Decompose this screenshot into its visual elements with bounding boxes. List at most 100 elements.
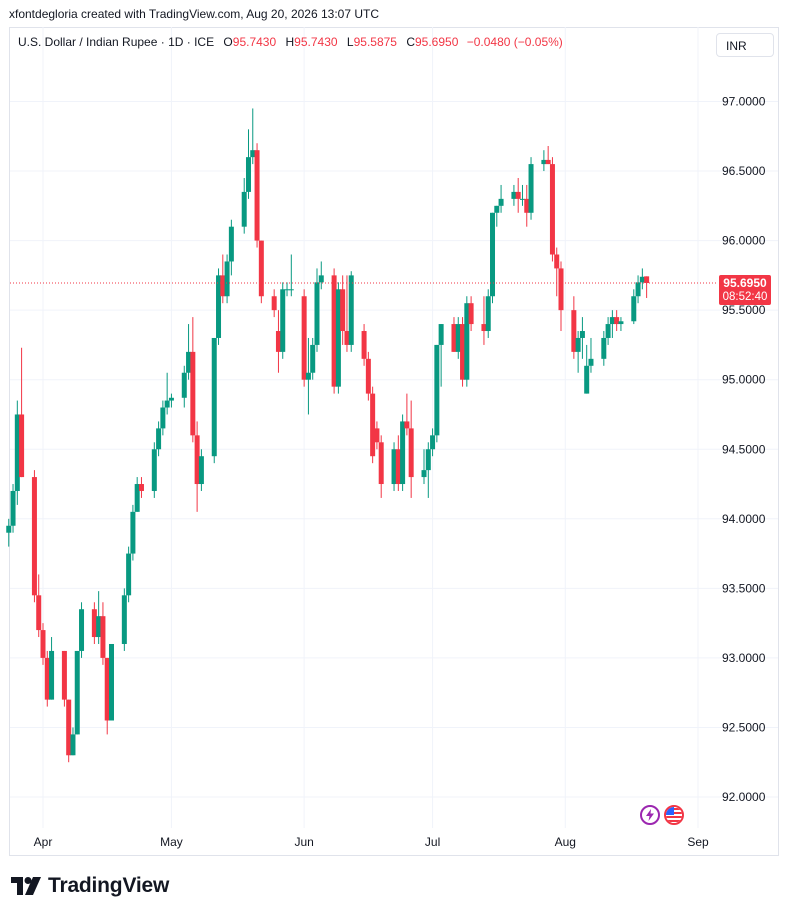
candle-down	[190, 317, 196, 443]
candle-body	[545, 159, 551, 165]
candle-body	[584, 365, 590, 394]
candle-up	[609, 310, 615, 338]
candle-up	[485, 289, 491, 338]
candle-down	[340, 275, 346, 345]
candle-up	[79, 602, 85, 658]
candle-body	[498, 198, 504, 206]
candle-down	[66, 699, 72, 763]
candle-body	[164, 400, 170, 408]
currency-button[interactable]: INR	[716, 33, 774, 57]
candle-up	[575, 331, 581, 373]
candle-down	[91, 602, 97, 644]
candle-up	[490, 212, 496, 304]
candle-up	[241, 178, 247, 234]
candle-body	[421, 470, 427, 478]
candle-body	[181, 372, 187, 398]
high-label: H	[285, 35, 295, 49]
candle-up	[511, 184, 517, 206]
candle-body	[438, 324, 444, 345]
candle-body	[288, 289, 294, 291]
candle-body	[528, 164, 534, 213]
candle-body	[49, 650, 55, 700]
us-flag-icon[interactable]	[664, 805, 684, 825]
candle-body	[519, 198, 525, 200]
candle-body	[490, 212, 496, 297]
candle-up	[305, 337, 311, 415]
candle-body	[108, 643, 114, 721]
candle-body	[395, 449, 401, 485]
candle-body	[618, 321, 624, 325]
candle-down	[104, 657, 110, 735]
candle-body	[511, 191, 517, 199]
candle-up	[181, 365, 187, 408]
candle-down	[344, 275, 350, 352]
last-price-value: 95.6950	[723, 276, 767, 290]
candle-body	[245, 157, 251, 192]
candle-body	[554, 254, 560, 269]
candle-body	[455, 324, 461, 352]
candle-body	[258, 240, 264, 297]
candle-up	[70, 727, 76, 756]
candle-down	[361, 324, 367, 366]
candle-down	[468, 296, 474, 332]
candle-down	[331, 268, 337, 394]
candle-up	[425, 442, 431, 498]
candle-down	[365, 351, 371, 401]
candle-up	[288, 254, 294, 297]
candle-body	[365, 358, 371, 394]
candle-body	[241, 191, 247, 227]
low-label: L	[346, 35, 354, 49]
candle-up	[601, 331, 607, 366]
lightning-icon[interactable]	[640, 805, 660, 825]
candle-down	[374, 421, 380, 450]
candle-body	[434, 344, 440, 436]
candle-body	[601, 337, 607, 359]
low-value: 95.5875	[353, 35, 397, 49]
candle-body	[464, 303, 470, 380]
candle-body	[588, 358, 594, 366]
symbol-title: U.S. Dollar / Indian Rupee · 1D · ICE	[18, 35, 215, 49]
bar-countdown: 08:52:40	[722, 291, 768, 303]
candle-body	[151, 449, 157, 491]
candle-up	[280, 282, 286, 359]
candle-body	[194, 435, 200, 485]
candle-up	[639, 268, 645, 290]
candle-body	[404, 421, 410, 429]
candle-body	[378, 442, 384, 485]
y-tick-label: 95.5000	[722, 303, 766, 317]
candle-up	[434, 344, 440, 443]
candle-up	[186, 324, 192, 380]
candle-body	[220, 275, 226, 297]
ohlc-legend: U.S. Dollar / Indian Rupee · 1D · ICE O 9…	[18, 35, 563, 49]
candle-body	[331, 275, 337, 387]
candle-up	[151, 442, 157, 498]
candle-body	[644, 276, 650, 284]
candle-body	[374, 428, 380, 443]
candle-body	[228, 226, 234, 262]
candle-body	[451, 324, 457, 352]
candle-body	[40, 630, 46, 658]
candle-body	[361, 331, 367, 359]
candle-up	[635, 275, 641, 304]
candle-up	[318, 261, 324, 290]
candle-body	[130, 511, 136, 554]
candle-body	[36, 595, 42, 631]
y-tick-label: 97.0000	[722, 95, 766, 109]
candle-body	[370, 393, 376, 457]
open-label: O	[223, 35, 233, 49]
candle-down	[100, 602, 106, 665]
candle-up	[618, 317, 624, 332]
candle-down	[254, 143, 260, 248]
candle-body	[254, 150, 260, 241]
candle-body	[340, 289, 346, 332]
candle-body	[14, 414, 20, 491]
candle-up	[164, 372, 170, 415]
candle-body	[335, 289, 341, 387]
candle-down	[258, 240, 264, 304]
candle-body	[156, 428, 162, 450]
y-tick-label: 95.0000	[722, 373, 766, 387]
candle-down	[194, 421, 200, 512]
candle-body	[160, 407, 166, 429]
candle-down	[275, 310, 281, 373]
